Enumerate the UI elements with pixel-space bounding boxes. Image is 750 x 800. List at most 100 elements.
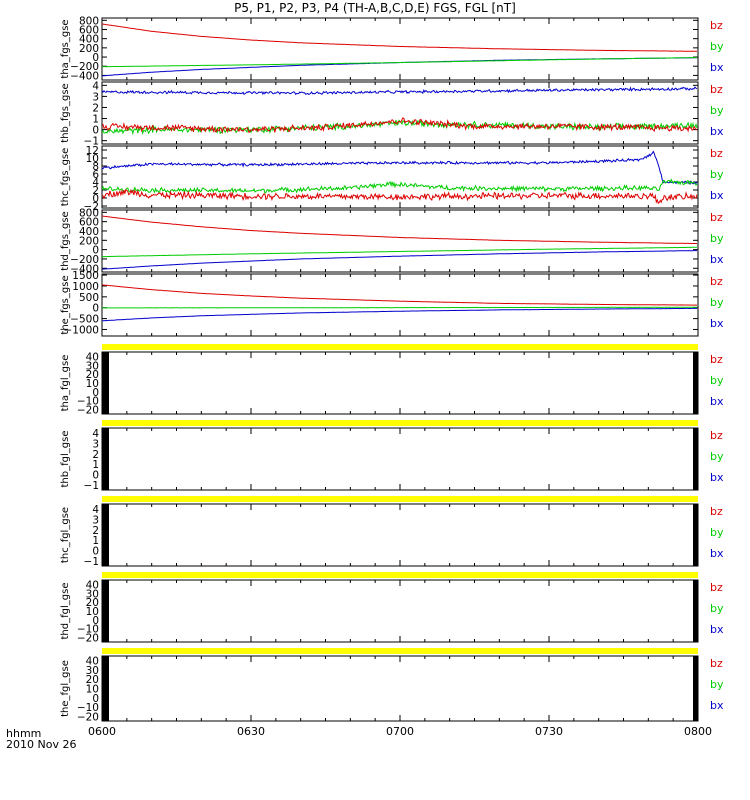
y-tick-label: −20: [77, 633, 99, 645]
y-tick-label: 10: [86, 153, 99, 165]
y-tick-label: 1000: [72, 281, 99, 293]
y-axis-label: tha_fgl_gse: [60, 355, 71, 412]
legend-by: by: [710, 374, 724, 387]
y-axis-label: thc_fgs_gse: [60, 148, 71, 207]
data-availability-bar: [102, 496, 698, 502]
legend-bz: bz: [710, 429, 723, 442]
y-tick-label: 1: [92, 114, 99, 126]
y-tick-label: 500: [79, 292, 99, 304]
panel-frame: [101, 427, 699, 491]
y-axis-label: thb_fgs_gse: [60, 83, 71, 142]
legend-by: by: [710, 526, 724, 539]
legend-bx: bx: [710, 395, 724, 408]
y-tick-label: −1: [84, 136, 99, 148]
left-edge-data-block: [102, 428, 109, 490]
legend-bz: bz: [710, 505, 723, 518]
y-tick-label: −10: [77, 702, 99, 714]
data-availability-bar: [102, 648, 698, 654]
y-tick-label: 0: [92, 693, 99, 705]
y-tick-label: 8: [92, 161, 99, 173]
right-edge-data-block: [693, 504, 698, 566]
legend-bz: bz: [710, 353, 723, 366]
y-tick-label: −1000: [63, 324, 99, 336]
legend-by: by: [710, 104, 724, 117]
y-tick-label: 400: [79, 226, 99, 238]
x-tick-label: 0800: [684, 725, 712, 738]
y-tick-label: 0: [92, 125, 99, 137]
y-tick-label: 12: [86, 145, 99, 157]
legend-by: by: [710, 678, 724, 691]
y-tick-label: 200: [79, 235, 99, 247]
legend-by: by: [710, 450, 724, 463]
legend-by: by: [710, 232, 724, 245]
legend-by: by: [710, 296, 724, 309]
y-tick-label: 4: [92, 80, 99, 92]
legend-bx: bx: [710, 623, 724, 636]
legend-bx: bx: [710, 547, 724, 560]
panel-frame: [101, 579, 699, 643]
series-line-bz: [102, 215, 698, 245]
panel-frame: [101, 503, 699, 567]
y-tick-label: 0: [92, 615, 99, 627]
y-tick-label: 30: [86, 665, 99, 677]
legend-by: by: [710, 602, 724, 615]
y-tick-label: −10: [77, 396, 99, 408]
y-tick-label: 2: [92, 449, 99, 461]
y-tick-label: 0: [92, 470, 99, 482]
y-tick-label: −200: [70, 61, 99, 73]
y-tick-label: 20: [86, 597, 99, 609]
series-line-bx: [102, 150, 698, 185]
y-axis-label: the_fgl_gse: [60, 660, 71, 717]
series-line-by: [102, 178, 698, 195]
series-line-bx: [102, 250, 697, 270]
panel-frame: [101, 351, 699, 415]
series-line-by: [102, 118, 698, 136]
y-tick-label: 200: [79, 43, 99, 55]
x-tick-label: 0600: [88, 725, 116, 738]
y-tick-label: −500: [70, 314, 99, 326]
left-edge-data-block: [102, 504, 109, 566]
series-line-by: [102, 56, 698, 68]
panel-frame: [101, 209, 699, 273]
y-tick-label: −10: [77, 624, 99, 636]
legend-bx: bx: [710, 125, 724, 138]
y-tick-label: −200: [70, 254, 99, 266]
y-axis-label: thd_fgl_gse: [60, 583, 71, 640]
series-line-bz: [102, 188, 698, 205]
y-tick-label: 2: [92, 102, 99, 114]
series-line-bx: [102, 307, 698, 322]
y-tick-label: −20: [77, 711, 99, 723]
y-tick-label: 10: [86, 378, 99, 390]
y-tick-label: 3: [92, 439, 99, 451]
y-tick-label: −400: [70, 263, 99, 275]
y-tick-label: 1: [92, 535, 99, 547]
y-tick-label: 40: [86, 579, 99, 591]
legend-by: by: [710, 168, 724, 181]
x-tick-label: 0700: [386, 725, 414, 738]
y-tick-label: −400: [70, 70, 99, 82]
y-tick-label: 2: [92, 525, 99, 537]
y-tick-label: 20: [86, 674, 99, 686]
y-tick-label: 0: [92, 52, 99, 64]
legend-bx: bx: [710, 61, 724, 74]
y-tick-label: 4: [92, 504, 99, 516]
y-axis-label: thb_fgl_gse: [60, 431, 71, 488]
legend-bz: bz: [710, 83, 723, 96]
data-availability-bar: [102, 420, 698, 426]
y-tick-label: 800: [79, 207, 99, 219]
y-tick-label: 0: [92, 387, 99, 399]
legend-by: by: [710, 40, 724, 53]
y-tick-label: 4: [92, 177, 99, 189]
y-tick-label: −1: [84, 556, 99, 568]
legend-bz: bz: [710, 657, 723, 670]
y-tick-label: 0: [92, 245, 99, 257]
x-axis-time-format-label: hhmm: [6, 727, 42, 740]
y-tick-label: −20: [77, 405, 99, 417]
y-axis-label: tha_fgs_gse: [60, 19, 71, 78]
legend-bz: bz: [710, 19, 723, 32]
y-tick-label: 0: [92, 303, 99, 315]
